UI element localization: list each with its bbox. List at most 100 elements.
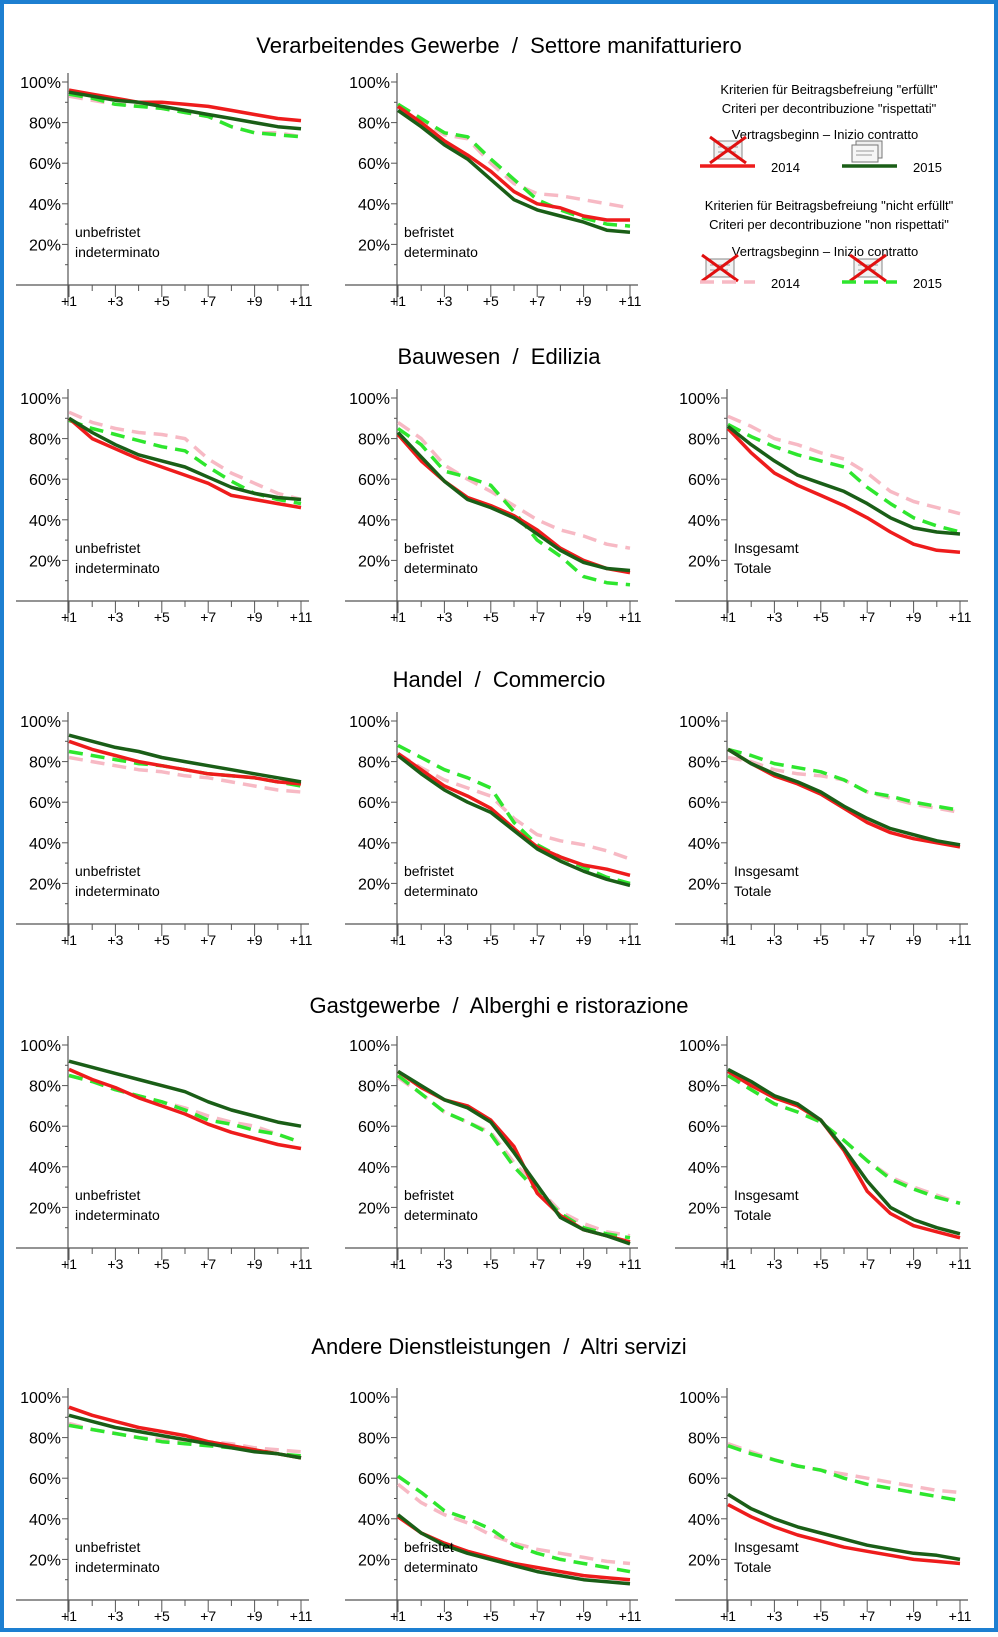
x-tick-label: +11 (290, 1608, 313, 1624)
chart-panel: 100% 80% 60% 40% 20% +1 +3 +5 +7 +9 +11 befristet de… (345, 1388, 642, 1624)
x-tick-label: +9 (906, 609, 922, 625)
series-line-not-fulfilled-2015 (396, 427, 631, 587)
y-tick-label: 80% (358, 755, 390, 772)
chart-panel: 100% 80% 60% 40% 20% +1 +3 +5 +7 +9 +11 befristet de… (345, 389, 642, 625)
y-tick-label: 60% (688, 1119, 720, 1136)
x-tick-label: +5 (483, 932, 499, 948)
y-tick-label: 60% (358, 472, 390, 489)
y-tick-label: 60% (688, 1471, 720, 1488)
sector-title: Verarbeitendes Gewerbe / Settore manifat… (256, 33, 741, 58)
panel-label-it: indeterminato (75, 560, 160, 576)
chart-panel: 100% 80% 60% 40% 20% +1 +3 +5 +7 +9 +11 befristet de… (345, 1036, 642, 1272)
x-tick-label: +3 (766, 1256, 782, 1272)
series-line-fulfilled-2015 (68, 733, 302, 784)
series-line-fulfilled-2015 (396, 431, 631, 573)
y-tick-label: 100% (20, 1390, 61, 1407)
panel-label-de: unbefristet (75, 224, 140, 240)
panel-label-de: befristet (404, 224, 454, 240)
x-tick-label: +1 (720, 1256, 736, 1272)
series-line-fulfilled-2014 (396, 104, 630, 222)
x-tick-label: +3 (766, 932, 782, 948)
y-tick-label: 60% (358, 1119, 390, 1136)
no-contract-icon (701, 253, 739, 283)
y-tick-label: 20% (29, 553, 61, 570)
y-tick-label: 100% (349, 714, 390, 731)
x-tick-label: +3 (107, 1608, 123, 1624)
x-tick-label: +7 (200, 293, 216, 309)
panel-label-de: Insgesamt (734, 863, 799, 879)
x-tick-label: +3 (766, 609, 782, 625)
x-tick-label: +7 (200, 932, 216, 948)
y-tick-label: 20% (29, 237, 61, 254)
series-line-fulfilled-2015 (727, 1067, 961, 1236)
x-tick-label: +9 (576, 932, 592, 948)
x-tick-label: +9 (906, 932, 922, 948)
x-tick-label: +11 (290, 932, 313, 948)
x-tick-label: +1 (720, 1608, 736, 1624)
y-tick-label: 100% (679, 714, 720, 731)
series-line-not-fulfilled-2015 (68, 92, 302, 139)
legend-year-2014-fulfilled: 2014 (771, 160, 800, 175)
y-tick-label: 40% (688, 836, 720, 853)
y-tick-label: 20% (688, 553, 720, 570)
x-tick-label: +5 (154, 932, 170, 948)
y-tick-label: 20% (29, 1200, 61, 1217)
x-tick-label: +3 (436, 609, 452, 625)
panel-label-de: unbefristet (75, 1187, 140, 1203)
panel-label-de: befristet (404, 1539, 454, 1555)
sector-title: Andere Dienstleistungen / Altri servizi (311, 1334, 686, 1359)
y-tick-label: 40% (358, 1160, 390, 1177)
x-tick-label: +5 (483, 609, 499, 625)
legend-start-label-not-fulfilled: Vertragsbeginn – Inizio contratto (732, 244, 918, 259)
y-tick-label: 20% (688, 1552, 720, 1569)
x-tick-label: +9 (247, 293, 263, 309)
series-line-fulfilled-2014 (726, 427, 961, 555)
x-tick-label: +11 (949, 609, 972, 625)
y-tick-label: 20% (358, 1200, 390, 1217)
x-tick-label: +7 (859, 609, 875, 625)
x-tick-label: +9 (247, 932, 263, 948)
y-tick-label: 40% (688, 513, 720, 530)
chart-panel: 100% 80% 60% 40% 20% +1 +3 +5 +7 +9 +11 Insgesamt To… (675, 712, 972, 948)
x-tick-label: +9 (906, 1608, 922, 1624)
y-tick-label: 20% (358, 1552, 390, 1569)
y-tick-label: 80% (688, 432, 720, 449)
y-tick-label: 40% (358, 836, 390, 853)
x-tick-label: +11 (619, 1256, 642, 1272)
x-tick-label: +11 (949, 932, 972, 948)
y-tick-label: 20% (358, 876, 390, 893)
x-tick-label: +11 (949, 1256, 972, 1272)
panel-label-de: befristet (404, 540, 454, 556)
panel-label-it: Totale (734, 560, 772, 576)
x-tick-label: +5 (813, 609, 829, 625)
panel-label-de: unbefristet (75, 1539, 140, 1555)
x-tick-label: +3 (107, 293, 123, 309)
x-tick-label: +7 (200, 1608, 216, 1624)
series-line-not-fulfilled-2015 (727, 747, 961, 813)
series-line-fulfilled-2015 (68, 1413, 302, 1460)
x-tick-label: +5 (483, 1256, 499, 1272)
chart-panel: 100% 80% 60% 40% 20% +1 +3 +5 +7 +9 +11 Insgesamt To… (675, 1036, 972, 1272)
panel-label-it: indeterminato (75, 1559, 160, 1575)
y-tick-label: 20% (688, 1200, 720, 1217)
x-tick-label: +7 (200, 609, 216, 625)
panel-label-it: indeterminato (75, 244, 160, 260)
panel-label-de: Insgesamt (734, 1187, 799, 1203)
x-tick-label: +5 (154, 1608, 170, 1624)
panel-label-it: Totale (734, 1559, 772, 1575)
y-tick-label: 80% (358, 1079, 390, 1096)
y-tick-label: 60% (29, 795, 61, 812)
x-tick-label: +1 (390, 609, 406, 625)
series-line-not-fulfilled-2015 (68, 1423, 302, 1458)
series-line-fulfilled-2014 (67, 416, 302, 510)
y-tick-label: 100% (20, 75, 61, 92)
series-line-fulfilled-2015 (397, 1069, 631, 1246)
x-tick-label: +3 (107, 1256, 123, 1272)
x-tick-label: +5 (483, 1608, 499, 1624)
series-line-fulfilled-2014 (68, 88, 302, 123)
panel-label-it: determinato (404, 883, 478, 899)
series-line-fulfilled-2014 (68, 739, 302, 786)
panel-label-it: indeterminato (75, 883, 160, 899)
panel-label-it: Totale (734, 1207, 772, 1223)
series-line-not-fulfilled-2014 (396, 420, 631, 550)
